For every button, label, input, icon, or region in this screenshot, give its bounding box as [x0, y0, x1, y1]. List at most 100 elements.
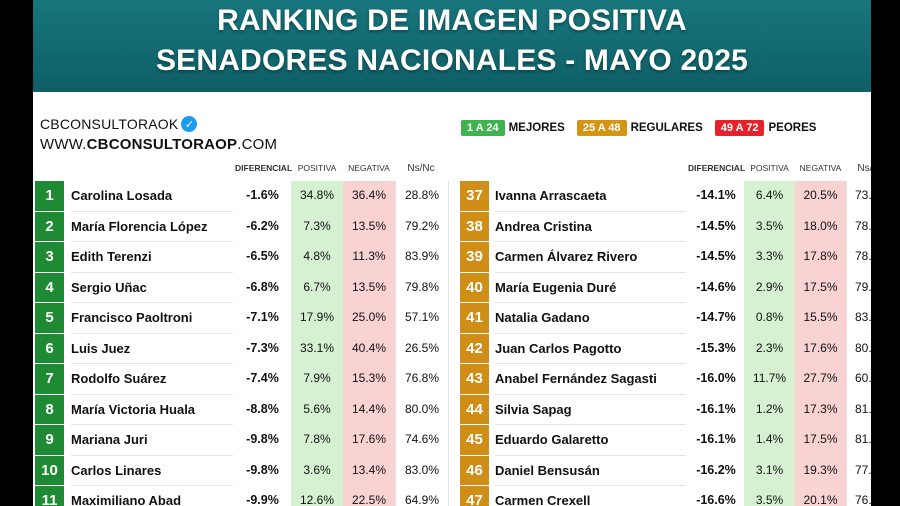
positiva-value: 7.9%	[291, 364, 343, 395]
negativa-value: 27.7%	[795, 364, 846, 395]
negativa-value: 13.5%	[343, 211, 395, 242]
rank-badge: 6	[35, 333, 64, 363]
rank-badge: 11	[35, 486, 64, 506]
positiva-value: 3.6%	[291, 455, 343, 486]
negativa-value: 22.5%	[343, 486, 395, 506]
senator-name: Andrea Cristina	[495, 218, 592, 234]
nsnc-value: 60.6%	[846, 364, 871, 395]
table-row: 38 Andrea Cristina -14.5% 3.5%18.0%78.5%	[460, 211, 871, 242]
brand-website[interactable]: WWW.CBCONSULTORAOP.COM	[40, 136, 277, 153]
header-negativa: NEGATIVA	[799, 163, 842, 173]
legend-label-3: PEORES	[768, 122, 817, 134]
negativa-value: 15.3%	[343, 364, 395, 395]
senator-name: Edith Terenzi	[71, 249, 152, 264]
row-divider	[495, 454, 686, 456]
diferencial-value: -7.4%	[246, 371, 279, 385]
table-row: 9 Mariana Juri -9.8% 7.8% 17.6% 74.6%	[35, 425, 449, 456]
positiva-value: 3.3%	[744, 242, 795, 273]
negativa-value: 17.3%	[795, 394, 846, 425]
senator-name: María Eugenia Duré	[495, 279, 617, 295]
website-prefix: WWW.	[40, 136, 87, 153]
table-row: 44 Silvia Sapag -16.1% 1.2%17.3%81.5%	[460, 394, 871, 425]
table-row: 42 Juan Carlos Pagotto -15.3% 2.3%17.6%80.1…	[460, 333, 871, 364]
diferencial-value: -6.8%	[246, 279, 279, 294]
row-divider	[71, 332, 233, 334]
legend-badge-2: 25 A 48	[576, 120, 627, 136]
negativa-value: 25.0%	[343, 303, 395, 334]
negativa-value: 17.5%	[795, 272, 846, 303]
table-row: 47 Carmen Crexell -16.6% 3.5%20.1%76.4%	[460, 486, 871, 506]
negativa-value: 19.3%	[795, 455, 846, 486]
diferencial-value: -7.1%	[246, 310, 279, 324]
table-row: 40 María Eugenia Duré -14.6% 2.9%17.5%79.6%	[460, 272, 871, 303]
rank-badge: 40	[460, 272, 489, 302]
senator-name: Carmen Álvarez Rivero	[495, 249, 638, 264]
senator-name: Eduardo Galaretto	[495, 432, 609, 447]
row-divider	[495, 241, 686, 242]
table-row: 10 Carlos Linares -9.8% 3.6% 13.4% 83.0%	[35, 455, 449, 486]
senator-name: Sergio Uñac	[71, 279, 147, 295]
row-divider	[71, 363, 233, 364]
diferencial-value: -6.2%	[246, 218, 279, 233]
table-row: 2 María Florencia López -6.2% 7.3% 13.5% 79.2…	[35, 211, 449, 242]
negativa-value: 18.0%	[795, 211, 846, 242]
title-banner: RANKING DE IMAGEN POSITIVA SENADORES NAC…	[33, 0, 871, 92]
senator-name: Ivanna Arrascaeta	[495, 188, 607, 203]
header-negativa: NEGATIVA	[348, 163, 390, 173]
positiva-value: 7.3%	[291, 211, 343, 242]
senator-name: Juan Carlos Pagotto	[495, 340, 622, 356]
senator-name: Anabel Fernández Sagasti	[495, 371, 657, 386]
senator-name: María Florencia López	[71, 218, 208, 234]
row-divider	[495, 302, 686, 303]
positiva-value: 33.1%	[291, 333, 343, 364]
diferencial-value: -16.0%	[696, 371, 736, 385]
diferencial-value: -14.5%	[696, 218, 736, 233]
row-divider	[495, 393, 686, 395]
negativa-value: 17.6%	[343, 425, 395, 456]
table-row: 1 Carolina Losada -1.6% 34.8% 36.4% 28.8%	[35, 181, 449, 212]
diferencial-value: -9.8%	[246, 462, 279, 477]
nsnc-value: 81.5%	[846, 394, 871, 425]
nsnc-value: 76.8%	[395, 364, 449, 395]
table-row: 3 Edith Terenzi -6.5% 4.8% 11.3% 83.9%	[35, 242, 449, 273]
nsnc-value: 79.6%	[846, 272, 871, 303]
senator-name: Luis Juez	[71, 340, 131, 356]
website-domain: CBCONSULTORAOP	[86, 136, 238, 153]
row-divider	[71, 454, 233, 456]
header-nsnc: Ns/Nc	[407, 163, 435, 174]
ranking-card: RANKING DE IMAGEN POSITIVA SENADORES NAC…	[33, 0, 871, 506]
rank-badge: 5	[35, 303, 64, 333]
negativa-value: 14.4%	[343, 394, 395, 425]
header-positiva: POSITIVA	[750, 163, 789, 173]
senator-name: Francisco Paoltroni	[71, 310, 193, 325]
positiva-value: 12.6%	[291, 486, 343, 506]
rank-badge: 41	[460, 303, 489, 333]
positiva-value: 3.5%	[744, 211, 795, 242]
row-divider	[495, 210, 686, 212]
senator-name: Natalia Gadano	[495, 310, 590, 325]
nsnc-value: 81.1%	[846, 425, 871, 456]
positiva-value: 1.2%	[744, 394, 795, 425]
nsnc-value: 78.9%	[846, 242, 871, 273]
header-nsnc: Ns/Nc	[857, 163, 871, 174]
rank-badge: 2	[35, 211, 64, 241]
table-row: 6 Luis Juez -7.3% 33.1% 40.4% 26.5%	[35, 333, 449, 364]
negativa-value: 20.1%	[795, 486, 846, 506]
nsnc-value: 83.7%	[846, 303, 871, 334]
rank-badge: 44	[460, 394, 489, 424]
rank-badge: 38	[460, 211, 489, 241]
positiva-value: 0.8%	[744, 303, 795, 334]
diferencial-value: -6.5%	[246, 249, 279, 263]
rank-badge: 1	[35, 181, 64, 211]
negativa-value: 11.3%	[343, 242, 395, 273]
diferencial-value: -16.6%	[696, 493, 736, 506]
negativa-value: 36.4%	[343, 181, 395, 212]
positiva-value: 5.6%	[291, 394, 343, 425]
diferencial-value: -8.8%	[246, 401, 279, 416]
nsnc-value: 77.6%	[846, 455, 871, 486]
positiva-value: 3.5%	[744, 486, 795, 506]
rank-badge: 47	[460, 486, 489, 506]
verified-check-icon: ✓	[181, 116, 198, 132]
rank-badge: 45	[460, 425, 489, 455]
negativa-value: 17.5%	[795, 425, 846, 456]
